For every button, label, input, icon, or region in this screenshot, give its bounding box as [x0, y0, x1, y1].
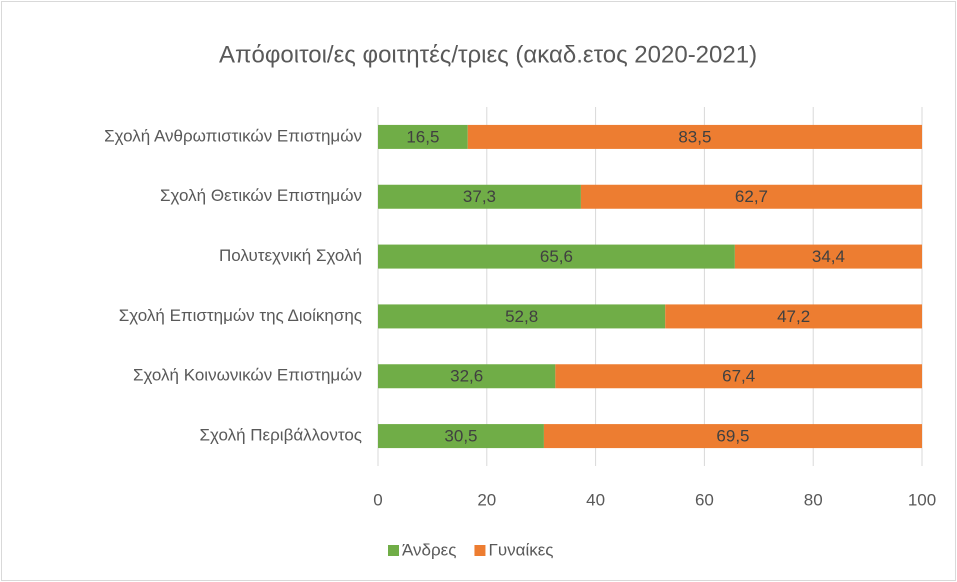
- bar-segment: [378, 244, 735, 269]
- x-tick-label: 0: [373, 490, 382, 509]
- x-tick-label: 40: [586, 490, 605, 509]
- y-tick-label: Σχολή Ανθρωπιστικών Επιστημών: [104, 126, 362, 145]
- bar-segment: [665, 304, 922, 329]
- legend-swatch: [388, 545, 399, 556]
- data-label: 37,3: [463, 187, 496, 206]
- x-tick-label: 20: [477, 490, 496, 509]
- legend-label: Άνδρες: [402, 540, 456, 559]
- legend-swatch: [474, 545, 486, 556]
- bar-segment: [580, 184, 922, 209]
- y-tick-label: Σχολή Θετικών Επιστημών: [160, 186, 362, 205]
- data-label: 16,5: [406, 127, 439, 146]
- x-tick-label: 60: [695, 490, 714, 509]
- data-label: 62,7: [735, 187, 768, 206]
- data-label: 65,6: [540, 247, 573, 266]
- data-label: 52,8: [505, 307, 538, 326]
- bar-segment: [555, 364, 922, 389]
- data-label: 67,4: [722, 367, 755, 386]
- bar-segment: [543, 424, 922, 449]
- x-tick-label: 80: [804, 490, 823, 509]
- x-tick-label: 100: [908, 490, 936, 509]
- bar-segment: [378, 304, 666, 329]
- data-label: 83,5: [678, 127, 711, 146]
- y-tick-label: Σχολή Κοινωνικών Επιστημών: [133, 366, 362, 385]
- bar-segment: [378, 364, 556, 389]
- data-label: 47,2: [777, 307, 810, 326]
- y-tick-label: Σχολή Επιστημών της Διοίκησης: [119, 306, 362, 325]
- data-label: 32,6: [450, 367, 483, 386]
- legend-label: Γυναίκες: [488, 540, 553, 559]
- bar-segment: [378, 124, 468, 149]
- bar-segment: [378, 184, 581, 209]
- data-label: 69,5: [716, 427, 749, 446]
- y-tick-label: Σχολή Περιβάλλοντος: [199, 426, 362, 445]
- y-tick-label: Πολυτεχνική Σχολή: [219, 246, 362, 265]
- bar-segment: [378, 424, 544, 449]
- bar-segment: [734, 244, 922, 269]
- chart-title: Απόφοιτοι/ες φοιτητές/τριες (ακαδ.ετος 2…: [219, 41, 757, 68]
- data-label: 30,5: [444, 427, 477, 446]
- data-label: 34,4: [812, 247, 845, 266]
- bar-segment: [467, 124, 922, 149]
